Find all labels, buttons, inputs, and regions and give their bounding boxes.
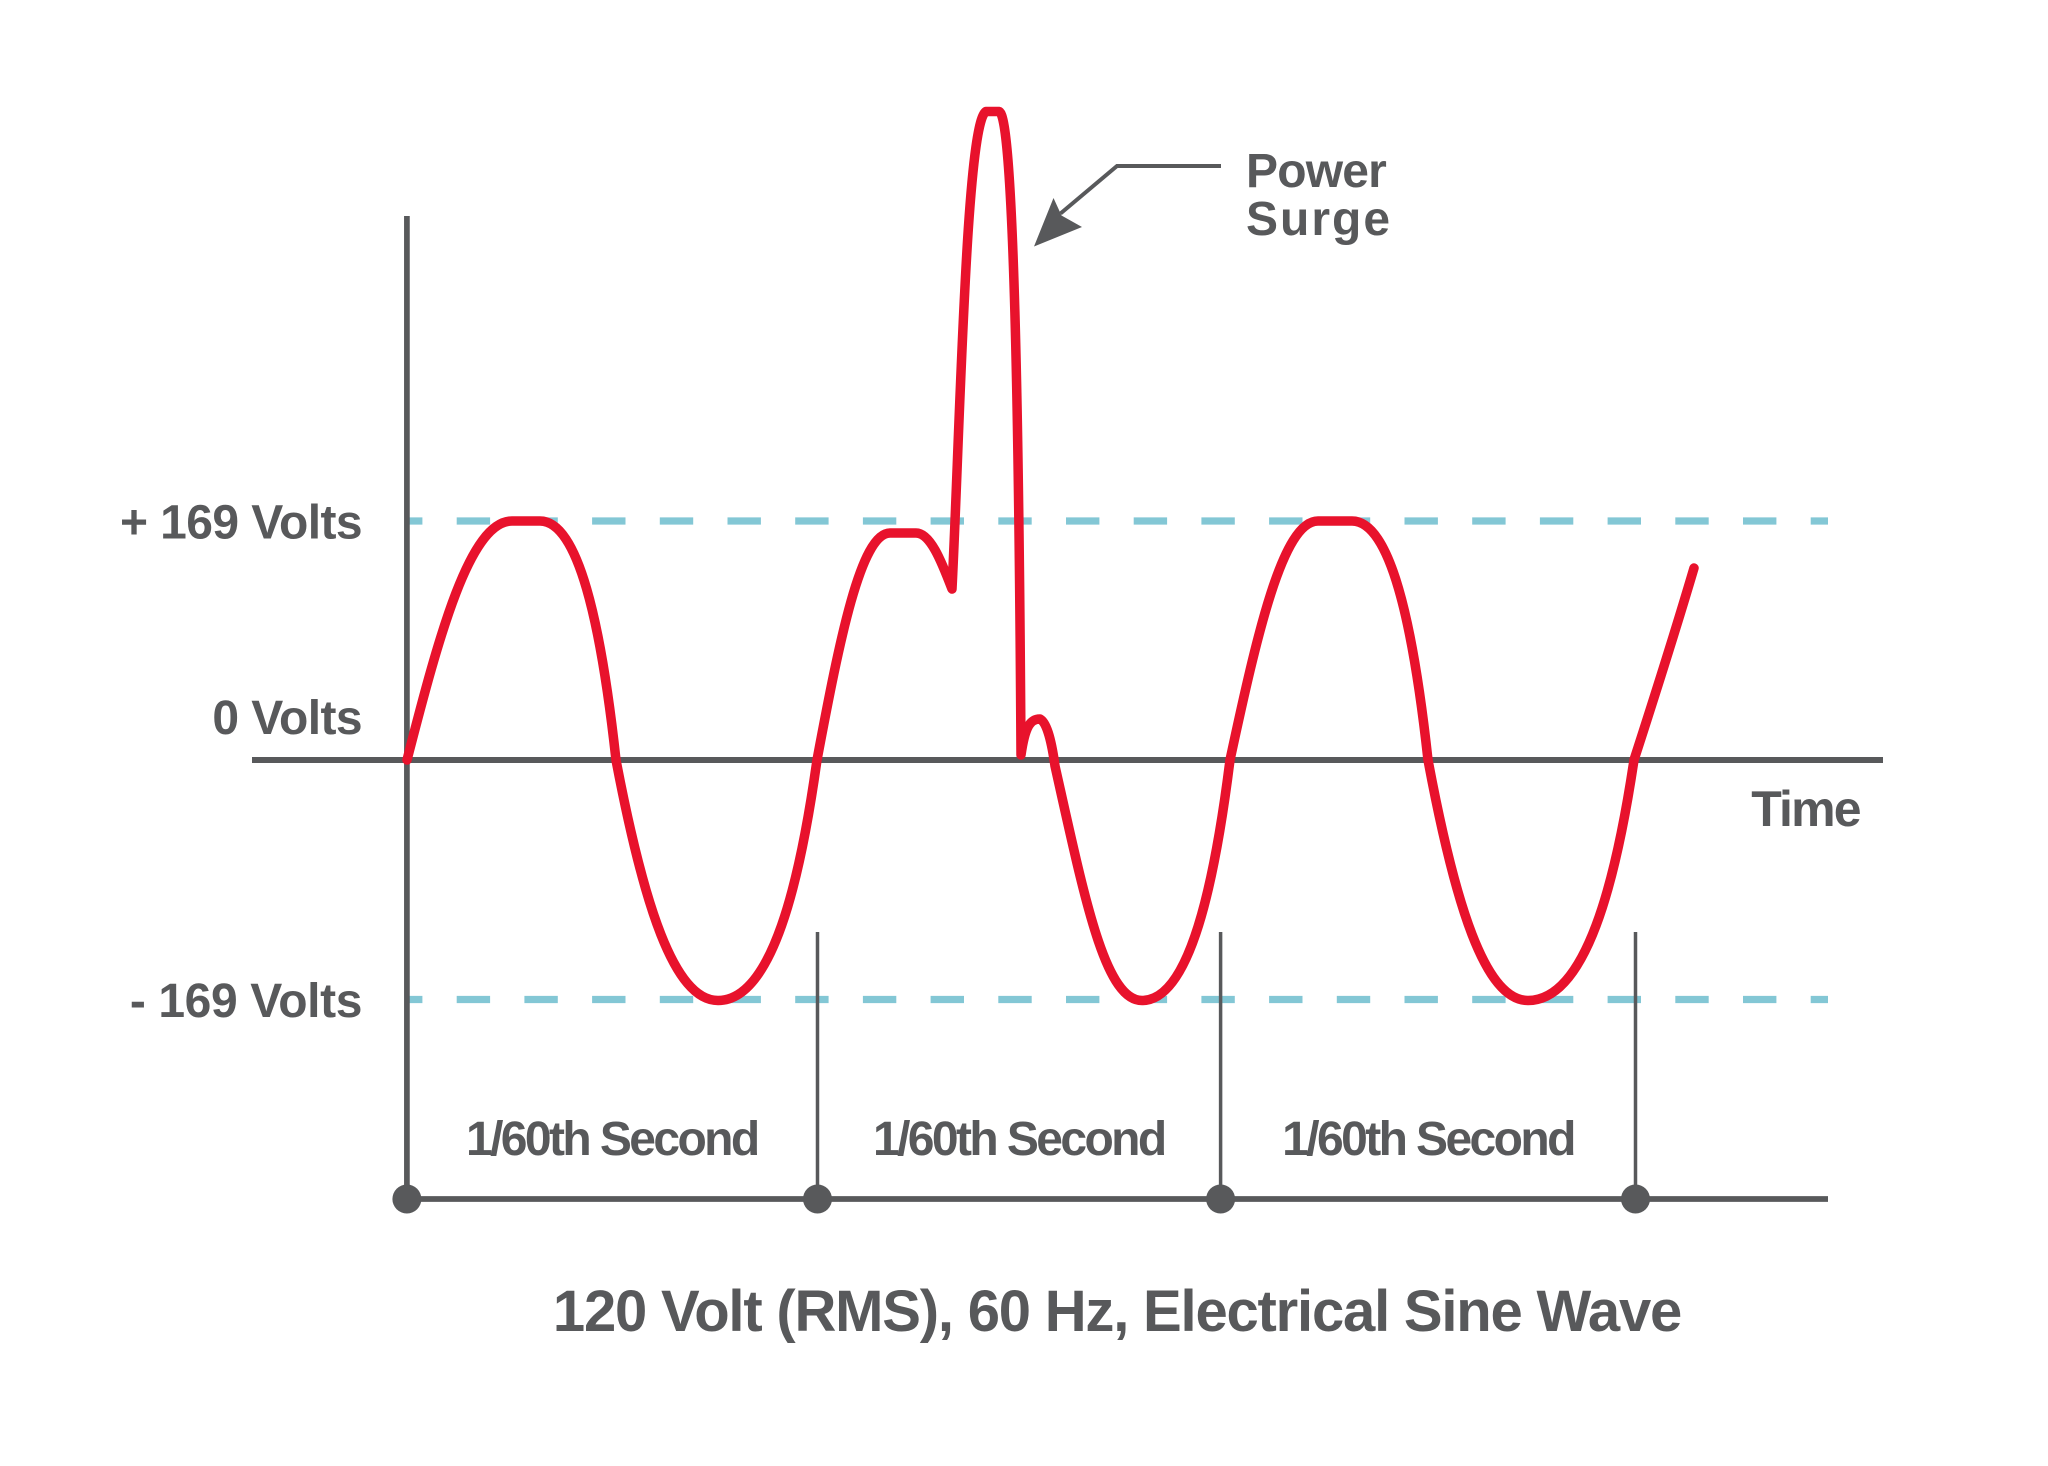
svg-text:120 Volt (RMS), 60 Hz, Electri: 120 Volt (RMS), 60 Hz, Electrical Sine W…: [553, 1279, 1681, 1344]
svg-text:+ 169 Volts: + 169 Volts: [120, 497, 362, 550]
svg-text:1/60th Second: 1/60th Second: [1282, 1113, 1574, 1166]
svg-text:1/60th Second: 1/60th Second: [873, 1113, 1165, 1166]
svg-text:- 169 Volts: - 169 Volts: [130, 975, 362, 1028]
svg-text:Power: Power: [1246, 145, 1386, 198]
svg-text:Surge: Surge: [1246, 193, 1392, 246]
svg-text:Time: Time: [1751, 781, 1861, 837]
svg-text:0 Volts: 0 Volts: [212, 692, 362, 745]
svg-text:1/60th Second: 1/60th Second: [466, 1113, 758, 1166]
